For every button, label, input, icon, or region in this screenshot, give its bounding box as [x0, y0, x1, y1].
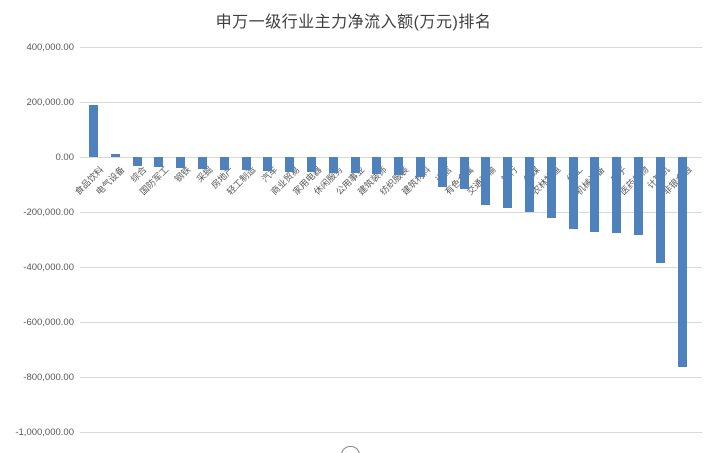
bar	[263, 157, 273, 172]
bar	[219, 157, 229, 170]
y-axis-tick-label: -200,000.00	[23, 206, 74, 218]
gridline	[80, 212, 702, 213]
bar	[307, 157, 316, 173]
gridline	[80, 322, 702, 323]
bar	[241, 157, 251, 171]
bar	[198, 157, 207, 170]
y-axis-tick-label: -800,000.00	[23, 371, 74, 383]
bar	[590, 157, 600, 232]
gridline	[80, 157, 702, 158]
bar	[285, 157, 295, 173]
watermark-arc-icon	[341, 446, 360, 453]
bar	[677, 157, 687, 368]
bar	[394, 157, 404, 175]
bar	[546, 157, 556, 218]
gridline	[80, 377, 702, 378]
bar	[132, 157, 142, 167]
y-axis-tick-label: 0.00	[55, 151, 75, 163]
bar	[437, 157, 447, 188]
bar	[525, 157, 534, 212]
bar	[568, 157, 578, 230]
bar	[634, 157, 643, 235]
bar	[416, 157, 425, 177]
y-axis-tick-label: -1,000,000.00	[15, 426, 74, 438]
y-axis-tick-label: -400,000.00	[23, 261, 74, 273]
bar	[110, 154, 120, 157]
bar	[328, 157, 338, 173]
y-axis-tick-label: -600,000.00	[23, 316, 74, 328]
bar	[612, 157, 622, 234]
y-axis-tick-label: 400,000.00	[26, 41, 74, 53]
gridline	[80, 267, 702, 268]
bar	[481, 157, 491, 206]
gridline	[80, 432, 702, 433]
bar	[350, 157, 360, 174]
gridline	[80, 102, 702, 103]
bar	[503, 157, 513, 208]
bar	[655, 157, 665, 263]
bar	[372, 157, 382, 174]
bar	[176, 157, 186, 168]
bar	[89, 104, 98, 157]
gridline	[80, 47, 702, 48]
y-axis-tick-label: 200,000.00	[26, 96, 74, 108]
chart-title: 申万一级行业主力净流入额(万元)排名	[215, 14, 492, 31]
bar	[459, 157, 469, 190]
bar	[154, 157, 164, 168]
